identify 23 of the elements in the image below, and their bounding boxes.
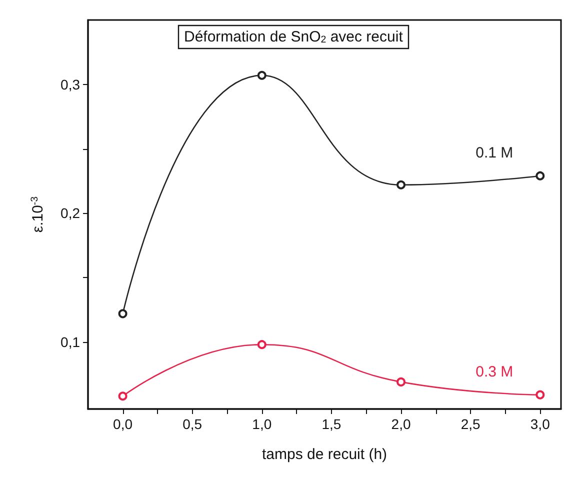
point — [118, 309, 128, 318]
x-axis-title: tamps de recuit (h) — [262, 446, 388, 463]
series-label: 0.3 M — [476, 363, 514, 380]
point — [257, 70, 266, 80]
point — [118, 392, 128, 401]
y-tick-label: 0,1 — [60, 334, 80, 350]
x-tick-label: 3,0 — [530, 416, 550, 432]
point — [257, 340, 266, 350]
point — [396, 180, 406, 190]
x-tick-label: 2,5 — [460, 416, 481, 432]
point — [536, 390, 545, 400]
point — [536, 171, 545, 180]
x-tick-label: 0,0 — [113, 416, 133, 432]
x-tick-label: 1,5 — [322, 416, 342, 432]
series-label: 0.1 M — [476, 144, 514, 162]
y-axis-title: ε.10-3 — [30, 196, 46, 233]
x-tick-label: 2,0 — [391, 416, 411, 432]
x-tick-label: 0,5 — [182, 416, 202, 432]
point — [396, 377, 406, 386]
text: Déformation de SnO2 avec recuit — [184, 28, 404, 46]
x-tick-label: 1,0 — [252, 416, 272, 432]
y-tick-label: 0,3 — [60, 76, 80, 92]
y-tick-label: 0,2 — [60, 205, 80, 222]
